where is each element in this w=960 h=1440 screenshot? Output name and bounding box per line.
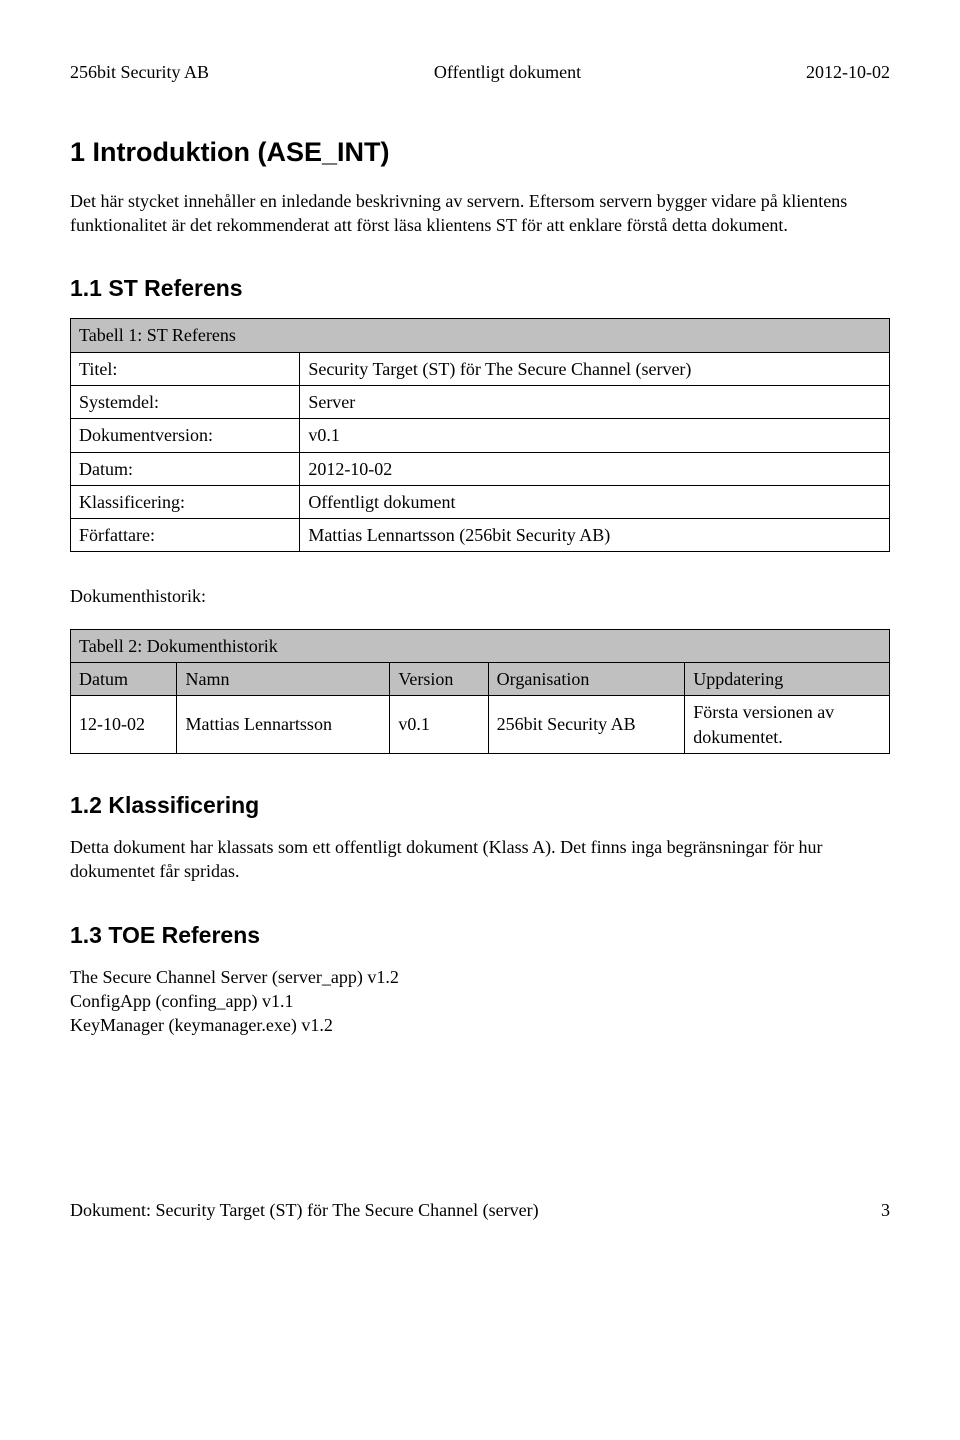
table-row: 12-10-02 Mattias Lennartsson v0.1 256bit…: [71, 696, 890, 754]
section-1-paragraph: Det här stycket innehåller en inledande …: [70, 189, 890, 238]
table-row: Klassificering: Offentligt dokument: [71, 485, 890, 518]
table-2-dokumenthistorik: Tabell 2: Dokumenthistorik Datum Namn Ve…: [70, 629, 890, 754]
table-2-col-namn: Namn: [177, 663, 390, 696]
table-2-col-version: Version: [390, 663, 488, 696]
page-footer: Dokument: Security Target (ST) för The S…: [70, 1198, 890, 1222]
table-2-col-organisation: Organisation: [488, 663, 685, 696]
table-1-label: Dokumentversion:: [71, 419, 300, 452]
section-1-2-heading: 1.2 Klassificering: [70, 790, 890, 821]
table-1-label: Klassificering:: [71, 485, 300, 518]
section-1-2-paragraph: Detta dokument har klassats som ett offe…: [70, 835, 890, 884]
table-row: Systemdel: Server: [71, 385, 890, 418]
header-left: 256bit Security AB: [70, 60, 209, 84]
table-2-uppdatering: Första versionen av dokumentet.: [685, 696, 890, 754]
table-1-label: Författare:: [71, 519, 300, 552]
table-2-datum: 12-10-02: [71, 696, 177, 754]
table-1-label: Titel:: [71, 352, 300, 385]
table-1-title-row: Tabell 1: ST Referens: [71, 319, 890, 352]
table-1-value: Mattias Lennartsson (256bit Security AB): [300, 519, 890, 552]
toe-line: ConfigApp (confing_app) v1.1: [70, 989, 890, 1013]
historik-label: Dokumenthistorik:: [70, 584, 890, 608]
table-row: Datum: 2012-10-02: [71, 452, 890, 485]
table-1-value: Security Target (ST) för The Secure Chan…: [300, 352, 890, 385]
table-2-col-datum: Datum: [71, 663, 177, 696]
table-1-label: Datum:: [71, 452, 300, 485]
toe-line: The Secure Channel Server (server_app) v…: [70, 965, 890, 989]
footer-left: Dokument: Security Target (ST) för The S…: [70, 1198, 539, 1222]
table-2-title: Tabell 2: Dokumenthistorik: [71, 629, 890, 662]
section-1-1-heading: 1.1 ST Referens: [70, 273, 890, 304]
table-row: Titel: Security Target (ST) för The Secu…: [71, 352, 890, 385]
table-2-header-row: Datum Namn Version Organisation Uppdater…: [71, 663, 890, 696]
table-2-col-uppdatering: Uppdatering: [685, 663, 890, 696]
section-1-heading: 1 Introduktion (ASE_INT): [70, 134, 890, 170]
page-header: 256bit Security AB Offentligt dokument 2…: [70, 60, 890, 84]
table-1-value: Offentligt dokument: [300, 485, 890, 518]
table-1-value: Server: [300, 385, 890, 418]
table-2-org: 256bit Security AB: [488, 696, 685, 754]
table-row: Dokumentversion: v0.1: [71, 419, 890, 452]
table-1-label: Systemdel:: [71, 385, 300, 418]
table-2-title-row: Tabell 2: Dokumenthistorik: [71, 629, 890, 662]
table-2-namn: Mattias Lennartsson: [177, 696, 390, 754]
table-1-value: 2012-10-02: [300, 452, 890, 485]
header-right: 2012-10-02: [806, 60, 890, 84]
section-1-3-heading: 1.3 TOE Referens: [70, 920, 890, 951]
footer-page-number: 3: [881, 1198, 890, 1222]
table-1-st-referens: Tabell 1: ST Referens Titel: Security Ta…: [70, 318, 890, 552]
table-row: Författare: Mattias Lennartsson (256bit …: [71, 519, 890, 552]
table-1-value: v0.1: [300, 419, 890, 452]
table-1-title: Tabell 1: ST Referens: [71, 319, 890, 352]
table-2-version: v0.1: [390, 696, 488, 754]
header-center: Offentligt dokument: [434, 60, 581, 84]
section-1-3-lines: The Secure Channel Server (server_app) v…: [70, 965, 890, 1038]
toe-line: KeyManager (keymanager.exe) v1.2: [70, 1013, 890, 1037]
